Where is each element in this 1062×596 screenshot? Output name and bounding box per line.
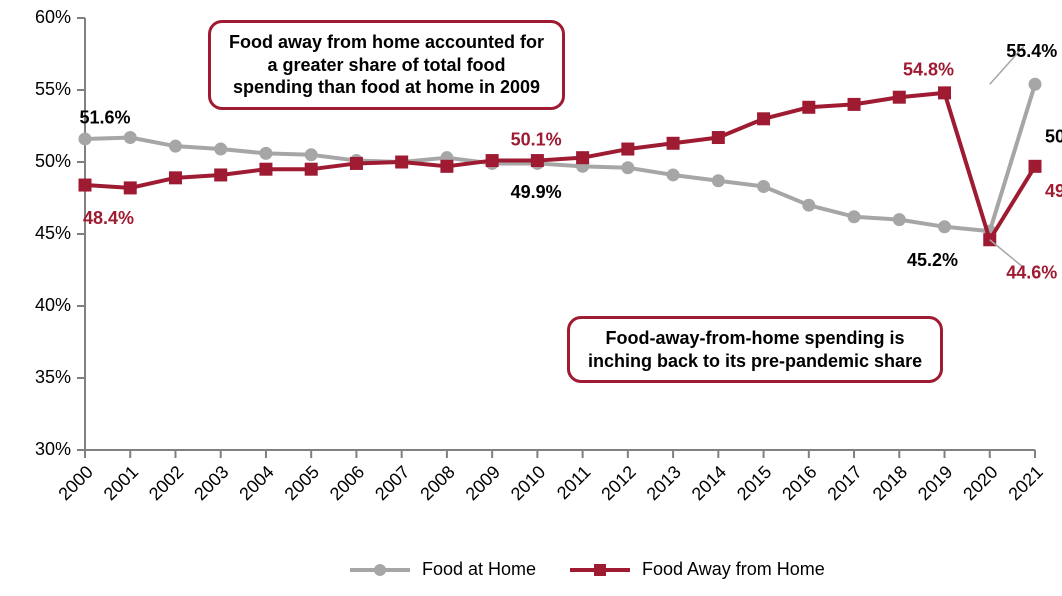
series-marker-food_at_home (758, 180, 770, 192)
x-axis-tick-label: 2016 (778, 462, 820, 504)
series-marker-food_away (803, 101, 815, 113)
callout-pandemic: Food-away-from-home spending isinching b… (567, 316, 943, 383)
series-marker-food_away (577, 152, 589, 164)
series-marker-food_away (79, 179, 91, 191)
series-marker-food_at_home (848, 211, 860, 223)
series-marker-food_at_home (79, 133, 91, 145)
legend-marker-food_at_home (374, 564, 386, 576)
data-label: 55.4% (1006, 41, 1057, 61)
data-label: 45.2% (907, 250, 958, 270)
x-axis-tick-label: 2019 (914, 462, 956, 504)
x-axis-tick-label: 2013 (643, 462, 685, 504)
series-marker-food_at_home (939, 221, 951, 233)
y-axis-tick-label: 35% (35, 367, 71, 387)
data-label: 49.9% (511, 182, 562, 202)
data-label: 44.6% (1006, 263, 1057, 283)
x-axis-tick-label: 2005 (281, 462, 323, 504)
series-marker-food_away (215, 169, 227, 181)
x-axis-tick-label: 2006 (326, 462, 368, 504)
series-marker-food_away (712, 132, 724, 144)
x-axis-tick-label: 2004 (235, 462, 277, 504)
x-axis-tick-label: 2018 (869, 462, 911, 504)
x-axis-tick-label: 2010 (507, 462, 549, 504)
legend-label-food_away: Food Away from Home (642, 559, 825, 579)
series-marker-food_away (667, 137, 679, 149)
series-marker-food_away (848, 98, 860, 110)
x-axis-tick-label: 2008 (416, 462, 458, 504)
x-axis-tick-label: 2000 (54, 462, 96, 504)
x-axis-tick-label: 2001 (100, 462, 142, 504)
y-axis-tick-label: 60% (35, 7, 71, 27)
x-axis-tick-label: 2009 (462, 462, 504, 504)
y-axis-tick-label: 50% (35, 151, 71, 171)
series-marker-food_away (441, 160, 453, 172)
series-marker-food_at_home (893, 214, 905, 226)
series-marker-food_at_home (1029, 78, 1041, 90)
series-marker-food_away (260, 163, 272, 175)
series-marker-food_at_home (305, 149, 317, 161)
series-marker-food_at_home (712, 175, 724, 187)
y-axis-tick-label: 40% (35, 295, 71, 315)
series-marker-food_at_home (124, 132, 136, 144)
chart-container: 30%35%40%45%50%55%60%2000200120022003200… (0, 0, 1062, 596)
x-axis-tick-label: 2021 (1004, 462, 1046, 504)
y-axis-tick-label: 55% (35, 79, 71, 99)
y-axis-tick-label: 30% (35, 439, 71, 459)
data-label: 50.1% (511, 129, 562, 149)
series-marker-food_away (350, 157, 362, 169)
data-label: 49.7% (1045, 181, 1062, 201)
data-label: 48.4% (83, 208, 134, 228)
series-marker-food_away (531, 155, 543, 167)
series-marker-food_at_home (622, 162, 634, 174)
data-label: 50.3% (1045, 126, 1062, 146)
series-marker-food_at_home (803, 199, 815, 211)
series-marker-food_at_home (169, 140, 181, 152)
callout-2009: Food away from home accounted fora great… (208, 20, 565, 110)
series-marker-food_away (169, 172, 181, 184)
data-label: 54.8% (903, 60, 954, 80)
x-axis-tick-label: 2015 (733, 462, 775, 504)
series-marker-food_away (939, 87, 951, 99)
legend-label-food_at_home: Food at Home (422, 559, 536, 579)
x-axis-tick-label: 2020 (959, 462, 1001, 504)
x-axis-tick-label: 2003 (190, 462, 232, 504)
series-marker-food_away (486, 155, 498, 167)
series-marker-food_away (758, 113, 770, 125)
series-marker-food_away (1029, 160, 1041, 172)
x-axis-tick-label: 2002 (145, 462, 187, 504)
x-axis-tick-label: 2011 (553, 462, 595, 504)
series-marker-food_at_home (215, 143, 227, 155)
series-marker-food_away (124, 182, 136, 194)
series-marker-food_away (305, 163, 317, 175)
x-axis-tick-label: 2014 (688, 462, 730, 504)
series-marker-food_away (396, 156, 408, 168)
y-axis-tick-label: 45% (35, 223, 71, 243)
x-axis-tick-label: 2007 (371, 462, 413, 504)
x-axis-tick-label: 2012 (597, 462, 639, 504)
series-marker-food_away (622, 143, 634, 155)
x-axis-tick-label: 2017 (823, 462, 865, 504)
legend-marker-food_away (594, 564, 606, 576)
data-label: 51.6% (79, 108, 130, 128)
series-marker-food_away (893, 91, 905, 103)
series-marker-food_at_home (260, 147, 272, 159)
series-marker-food_at_home (667, 169, 679, 181)
